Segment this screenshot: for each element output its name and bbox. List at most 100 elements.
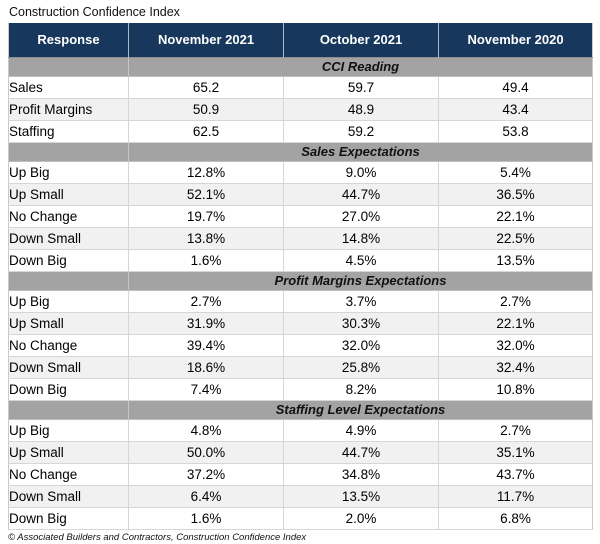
row-label: Down Small (8, 227, 129, 250)
row-label: Down Small (8, 485, 129, 508)
row-value: 13.5% (283, 485, 439, 508)
table-row: Sales 65.2 59.7 49.4 (8, 76, 593, 99)
row-label: No Change (8, 463, 129, 486)
page-title: Construction Confidence Index (9, 5, 180, 19)
section-header-row: Sales Expectations (8, 141, 593, 162)
row-value: 1.6% (128, 249, 284, 272)
table-row: Up Small 50.0% 44.7% 35.1% (8, 441, 593, 464)
table-row: Up Small 52.1% 44.7% 36.5% (8, 183, 593, 206)
section-empty-cell (8, 270, 129, 291)
row-value: 52.1% (128, 183, 284, 206)
table-row: Up Small 31.9% 30.3% 22.1% (8, 312, 593, 335)
table-row: No Change 39.4% 32.0% 32.0% (8, 334, 593, 357)
section-title: Sales Expectations (128, 141, 593, 162)
table-row: No Change 19.7% 27.0% 22.1% (8, 205, 593, 228)
table-row: Down Big 7.4% 8.2% 10.8% (8, 378, 593, 401)
row-value: 31.9% (128, 312, 284, 335)
table-header-row: Response November 2021 October 2021 Nove… (8, 23, 593, 57)
row-label: Up Big (8, 290, 129, 313)
row-value: 32.0% (283, 334, 439, 357)
row-value: 37.2% (128, 463, 284, 486)
table-row: Staffing 62.5 59.2 53.8 (8, 120, 593, 143)
row-label: Down Big (8, 249, 129, 272)
row-value: 5.4% (438, 161, 593, 184)
row-value: 48.9 (283, 98, 439, 121)
row-label: Up Big (8, 419, 129, 442)
table-row: Down Small 6.4% 13.5% 11.7% (8, 485, 593, 508)
table-row: Down Small 18.6% 25.8% 32.4% (8, 356, 593, 379)
row-value: 35.1% (438, 441, 593, 464)
row-value: 19.7% (128, 205, 284, 228)
row-value: 44.7% (283, 441, 439, 464)
column-header-response: Response (8, 23, 129, 57)
table-row: Down Big 1.6% 4.5% 13.5% (8, 249, 593, 272)
row-value: 59.2 (283, 120, 439, 143)
row-value: 22.5% (438, 227, 593, 250)
row-value: 65.2 (128, 76, 284, 99)
row-value: 4.5% (283, 249, 439, 272)
row-value: 25.8% (283, 356, 439, 379)
row-value: 59.7 (283, 76, 439, 99)
row-value: 14.8% (283, 227, 439, 250)
row-label: Up Small (8, 183, 129, 206)
row-value: 9.0% (283, 161, 439, 184)
row-label: Down Big (8, 378, 129, 401)
row-value: 11.7% (438, 485, 593, 508)
row-label: No Change (8, 205, 129, 228)
section-header-row: Staffing Level Expectations (8, 399, 593, 420)
section-header-row: CCI Reading (8, 56, 593, 77)
row-value: 2.7% (128, 290, 284, 313)
table-row: Down Big 1.6% 2.0% 6.8% (8, 507, 593, 530)
row-value: 62.5 (128, 120, 284, 143)
row-label: Up Small (8, 312, 129, 335)
row-label: Staffing (8, 120, 129, 143)
row-value: 1.6% (128, 507, 284, 530)
section-empty-cell (8, 399, 129, 420)
row-label: Down Small (8, 356, 129, 379)
table-row: Up Big 4.8% 4.9% 2.7% (8, 419, 593, 442)
row-value: 34.8% (283, 463, 439, 486)
section-empty-cell (8, 141, 129, 162)
column-header-october-2021: October 2021 (283, 23, 439, 57)
cci-table: Response November 2021 October 2021 Nove… (8, 23, 593, 530)
row-value: 3.7% (283, 290, 439, 313)
row-value: 22.1% (438, 312, 593, 335)
row-value: 53.8 (438, 120, 593, 143)
row-value: 22.1% (438, 205, 593, 228)
row-value: 30.3% (283, 312, 439, 335)
row-value: 50.0% (128, 441, 284, 464)
row-value: 44.7% (283, 183, 439, 206)
row-value: 13.5% (438, 249, 593, 272)
row-label: Down Big (8, 507, 129, 530)
row-value: 2.0% (283, 507, 439, 530)
row-value: 36.5% (438, 183, 593, 206)
row-value: 32.4% (438, 356, 593, 379)
source-attribution: © Associated Builders and Contractors, C… (8, 531, 307, 543)
section-header-row: Profit Margins Expectations (8, 270, 593, 291)
row-value: 7.4% (128, 378, 284, 401)
column-header-november-2020: November 2020 (438, 23, 593, 57)
section-title: CCI Reading (128, 56, 593, 77)
row-value: 6.4% (128, 485, 284, 508)
table-body: CCI Reading Sales 65.2 59.7 49.4 Profit Margi… (8, 56, 593, 530)
table-row: Profit Margins 50.9 48.9 43.4 (8, 98, 593, 121)
row-value: 43.7% (438, 463, 593, 486)
row-value: 10.8% (438, 378, 593, 401)
table-row: Down Small 13.8% 14.8% 22.5% (8, 227, 593, 250)
row-value: 18.6% (128, 356, 284, 379)
column-header-november-2021: November 2021 (128, 23, 284, 57)
row-value: 49.4 (438, 76, 593, 99)
table-row: No Change 37.2% 34.8% 43.7% (8, 463, 593, 486)
section-title: Staffing Level Expectations (128, 399, 593, 420)
row-value: 2.7% (438, 419, 593, 442)
row-value: 4.8% (128, 419, 284, 442)
row-value: 50.9 (128, 98, 284, 121)
table-row: Up Big 12.8% 9.0% 5.4% (8, 161, 593, 184)
table-row: Up Big 2.7% 3.7% 2.7% (8, 290, 593, 313)
row-label: Up Big (8, 161, 129, 184)
row-value: 27.0% (283, 205, 439, 228)
row-value: 43.4 (438, 98, 593, 121)
row-label: No Change (8, 334, 129, 357)
row-value: 39.4% (128, 334, 284, 357)
row-value: 32.0% (438, 334, 593, 357)
